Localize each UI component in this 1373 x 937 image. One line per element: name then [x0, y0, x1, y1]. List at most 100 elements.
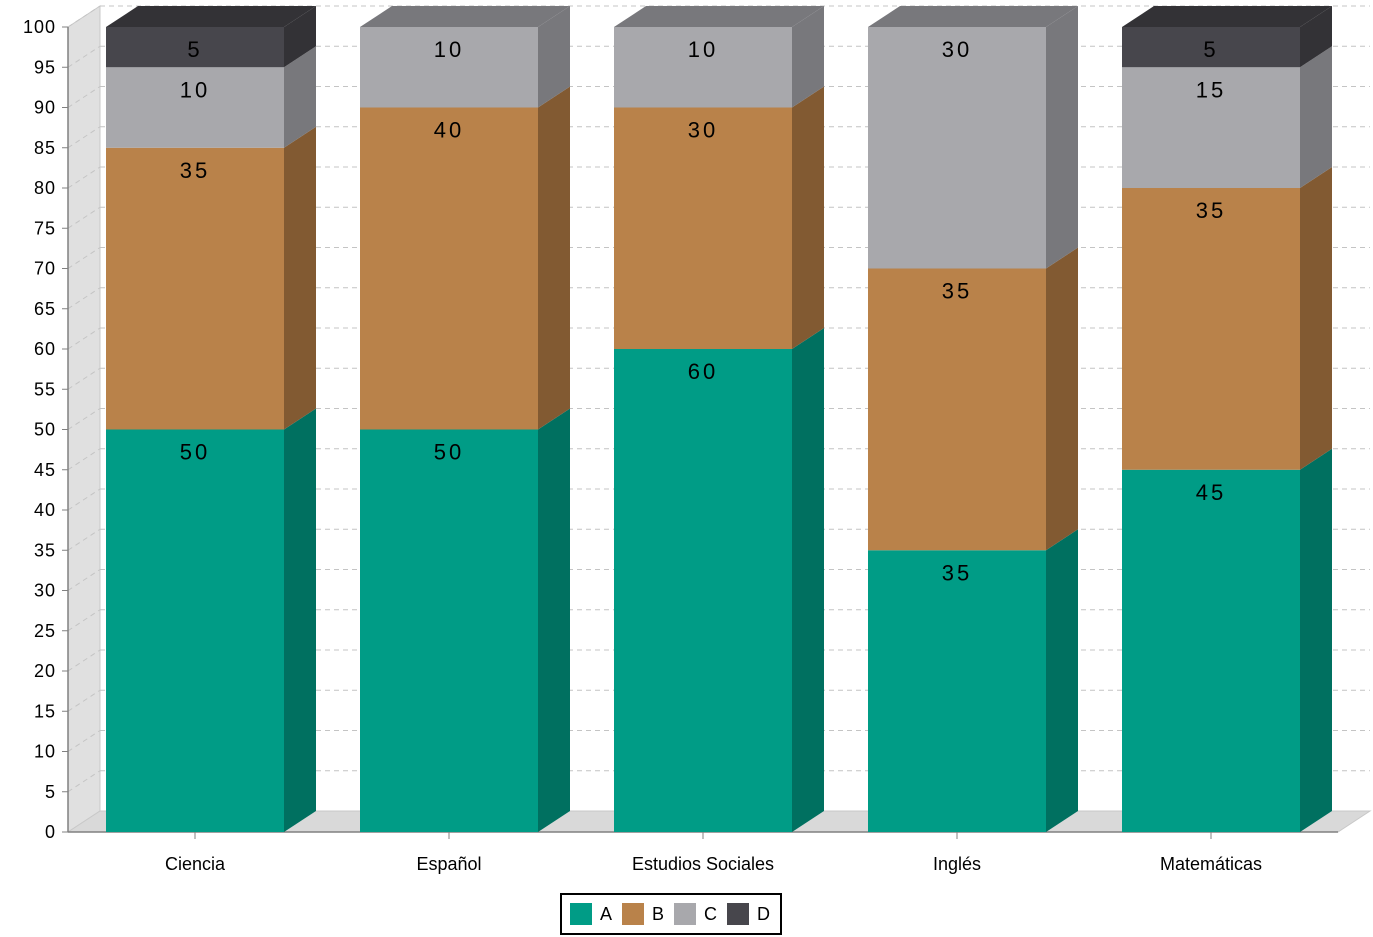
y-tick-label: 5	[45, 782, 56, 802]
y-tick-label: 95	[34, 57, 56, 77]
bar-side	[284, 408, 316, 832]
axes: 0510152025303540455055606570758085909510…	[23, 17, 1338, 874]
data-label: 10	[434, 37, 464, 62]
bar-side	[792, 328, 824, 832]
gridline-side	[67, 649, 101, 672]
bar-side	[538, 408, 570, 832]
data-label: 35	[942, 560, 972, 585]
gridline-side	[67, 166, 101, 189]
legend: A B C D	[560, 893, 783, 935]
gridline-side	[67, 367, 101, 390]
bar-side	[538, 6, 570, 108]
y-tick-label: 30	[34, 581, 56, 601]
y-tick-label: 15	[34, 701, 56, 721]
gridline-side	[67, 770, 101, 793]
bar-side	[1300, 167, 1332, 470]
legend-label: D	[757, 903, 771, 924]
bar-segment	[614, 107, 792, 349]
y-tick-label: 60	[34, 339, 56, 359]
legend-swatch	[622, 903, 645, 925]
bar-segment	[868, 27, 1046, 269]
bar-segment	[360, 27, 538, 108]
gridline-side	[67, 327, 101, 350]
bar-side	[792, 86, 824, 349]
y-tick-label: 65	[34, 299, 56, 319]
bar-segment	[360, 429, 538, 832]
x-tick-label: Matemáticas	[1160, 854, 1262, 874]
legend-item: A	[570, 903, 612, 925]
data-labels: 50 35 10 5 50 40 10 60 30 10 35 35 30 45 35 15 5	[180, 37, 1226, 585]
bar-side	[284, 6, 316, 68]
legend-label: A	[600, 903, 613, 924]
bar-top	[1122, 6, 1332, 27]
legend-swatch	[674, 903, 697, 925]
bar-side	[1046, 529, 1078, 832]
legend-swatch	[727, 903, 750, 925]
gridline-side	[67, 488, 101, 511]
data-label: 40	[434, 118, 464, 143]
gridline-side	[67, 206, 101, 229]
bar-segment	[614, 349, 792, 832]
y-tick-label: 25	[34, 621, 56, 641]
y-tick-label: 75	[34, 218, 56, 238]
gridline-side	[67, 45, 101, 68]
gridline-side	[67, 287, 101, 310]
y-tick-label: 100	[23, 17, 56, 37]
legend-label: B	[652, 903, 665, 924]
bar-segment	[1122, 469, 1300, 832]
bar-segment	[1122, 67, 1300, 188]
gridline-side	[67, 126, 101, 149]
bar-top	[106, 6, 316, 27]
bar-side	[284, 126, 316, 430]
y-tick-label: 55	[34, 379, 56, 399]
y-tick-label: 10	[34, 742, 56, 762]
bar-side	[1046, 6, 1078, 269]
gridline-side	[67, 448, 101, 471]
bar-top	[614, 6, 824, 27]
gridline-side	[67, 689, 101, 712]
data-label: 5	[1203, 37, 1218, 62]
bar-segment	[106, 429, 284, 832]
y-tick-label: 90	[34, 98, 56, 118]
bar-segment	[1122, 188, 1300, 470]
x-tick-label: Inglés	[933, 854, 981, 874]
y-tick-label: 35	[34, 540, 56, 560]
y-tick-label: 80	[34, 178, 56, 198]
data-label: 35	[1196, 198, 1226, 223]
x-tick-label: Estudios Sociales	[632, 854, 774, 874]
bar-top	[868, 6, 1078, 27]
data-label: 50	[434, 440, 464, 465]
x-tick-label: Español	[416, 854, 481, 874]
data-label: 15	[1196, 77, 1226, 102]
gridline-side	[67, 86, 101, 108]
legend-item: C	[674, 903, 717, 925]
gridline-side	[67, 730, 101, 752]
y-tick-label: 45	[34, 460, 56, 480]
y-tick-label: 20	[34, 661, 56, 681]
legend-item: D	[727, 903, 770, 925]
bar-segment	[868, 268, 1046, 551]
data-label: 60	[688, 359, 718, 384]
bar-side	[538, 86, 570, 430]
gridline-side	[67, 247, 101, 269]
data-label: 50	[180, 440, 210, 465]
legend-label: C	[704, 903, 718, 924]
legend-item: B	[622, 903, 664, 925]
gridline-side	[67, 408, 101, 430]
data-label: 10	[180, 77, 210, 102]
y-tick-label: 70	[34, 259, 56, 279]
y-tick-label: 0	[45, 822, 56, 842]
gridline-side	[67, 528, 101, 551]
data-label: 10	[688, 37, 718, 62]
data-label: 35	[942, 279, 972, 304]
bar-side	[284, 46, 316, 148]
data-label: 30	[688, 118, 718, 143]
bar-side	[1300, 46, 1332, 188]
bars	[106, 6, 1332, 832]
x-tick-label: Ciencia	[165, 854, 226, 874]
data-label: 5	[187, 37, 202, 62]
bar-segment	[106, 147, 284, 430]
data-label: 30	[942, 37, 972, 62]
